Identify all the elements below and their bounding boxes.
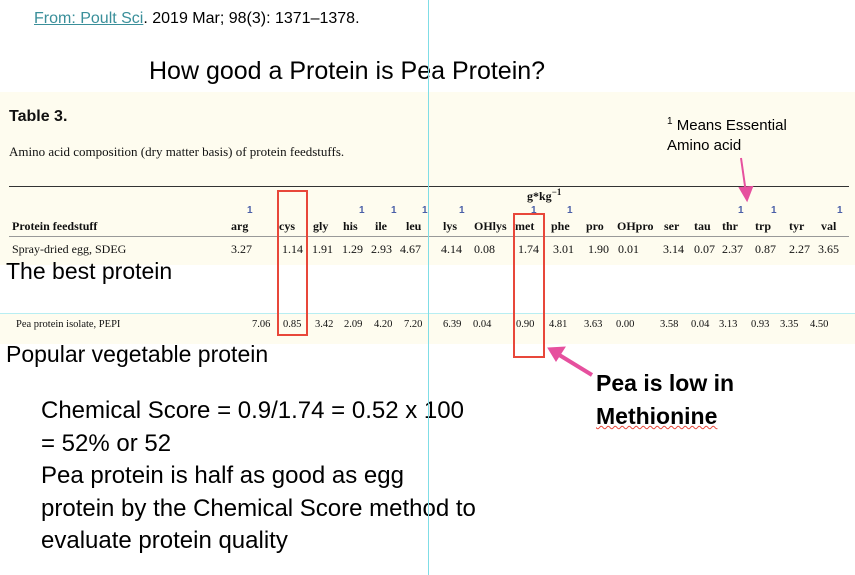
table-cell-his: 1.29 [342,242,363,256]
table-top-rule [9,186,849,187]
table-cell-tyr: 3.35 [780,319,799,330]
arrow-to-met-icon [547,346,594,377]
table-cell-leu: 4.67 [400,242,421,256]
row-header: Protein feedstuff [12,219,98,233]
table-cell-arg: 3.27 [231,242,252,256]
table-cell-val: 3.65 [818,242,839,256]
guide-line [428,0,429,575]
popular-veg-label: Popular vegetable protein [6,341,269,367]
essential-marker[interactable]: 1 [738,205,744,216]
essential-marker[interactable]: 1 [837,205,843,216]
table-cell-ohlys: 0.08 [474,242,495,256]
table-cell-ohpro: 0.00 [616,319,635,330]
cys-highlight-box [277,190,308,336]
table-cell-thr: 2.37 [722,242,743,256]
table-title: Table 3. [9,108,68,125]
table-cell-arg: 7.06 [252,319,271,330]
column-header-trp: trp [755,219,771,233]
arrow-to-thr-icon [738,157,754,203]
table-cell-ile: 4.20 [374,319,393,330]
pea-low-note: Pea is low in Methionine [596,370,735,429]
table-cell-tyr: 2.27 [789,242,810,256]
table-cell-thr: 3.13 [719,319,738,330]
row-name: Spray-dried egg, SDEG [12,242,127,256]
unit-label: g*kg−1 [527,187,562,204]
table-cell-pro: 1.90 [588,242,609,256]
column-header-ohpro: OHpro [617,219,654,233]
table-cell-met: 0.90 [516,319,535,330]
table-cell-ohlys: 0.04 [473,319,492,330]
essential-marker[interactable]: 1 [459,205,465,216]
essential-note: 1 Means Essential Amino acid [667,116,787,154]
table-cell-gly: 1.91 [312,242,333,256]
citation: From: Poult Sci. 2019 Mar; 98(3): 1371–1… [34,10,360,28]
column-header-his: his [343,219,358,233]
table-cell-cys: 0.85 [283,319,302,330]
table-cell-cys: 1.14 [282,242,303,256]
slide-title: How good a Protein is Pea Protein? [149,57,546,85]
column-header-cys: cys [279,219,295,233]
table-cell-lys: 4.14 [441,242,462,256]
table-caption: Amino acid composition (dry matter basis… [9,144,345,159]
column-header-ser: ser [664,219,680,233]
table-cell-ser: 3.14 [663,242,684,256]
column-header-thr: thr [722,219,738,233]
table-cell-trp: 0.87 [755,242,776,256]
table-cell-tau: 0.04 [691,319,710,330]
column-header-val: val [821,219,837,233]
essential-marker[interactable]: 1 [359,205,365,216]
header-rule [9,236,849,237]
essential-marker[interactable]: 1 [771,205,777,216]
table-cell-ser: 3.58 [660,319,679,330]
table-cell-ile: 2.93 [371,242,392,256]
table-cell-his: 2.09 [344,319,363,330]
column-header-ile: ile [375,219,387,233]
column-header-gly: gly [313,219,329,233]
essential-marker[interactable]: 1 [531,205,537,216]
column-header-lys: lys [443,219,458,233]
table-cell-lys: 6.39 [443,319,462,330]
citation-text: . 2019 Mar; 98(3): 1371–1378. [143,10,360,27]
source-link[interactable]: From: Poult Sci [34,10,144,27]
pea-row-background [0,313,855,344]
column-header-met: met [515,219,535,233]
table-cell-phe: 3.01 [553,242,574,256]
essential-marker[interactable]: 1 [391,205,397,216]
column-header-tau: tau [694,219,711,233]
column-header-tyr: tyr [789,219,805,233]
essential-marker[interactable]: 1 [422,205,428,216]
met-highlight-box [513,213,545,358]
table-cell-tau: 0.07 [694,242,715,256]
table-cell-ohpro: 0.01 [618,242,639,256]
column-header-leu: leu [406,219,422,233]
column-header-arg: arg [231,219,249,233]
table-cell-leu: 7.20 [404,319,423,330]
column-header-phe: phe [551,219,570,233]
row-name: Pea protein isolate, PEPI [16,319,121,330]
column-header-ohlys: OHlys [474,219,507,233]
table-cell-trp: 0.93 [751,319,770,330]
chemical-score-text: Chemical Score = 0.9/1.74 = 0.52 x 100 =… [41,397,476,554]
essential-marker[interactable]: 1 [247,205,253,216]
column-header-pro: pro [586,219,604,233]
table-cell-pro: 3.63 [584,319,603,330]
essential-marker[interactable]: 1 [567,205,573,216]
table-cell-met: 1.74 [518,242,539,256]
best-protein-label: The best protein [6,258,173,284]
table-cell-val: 4.50 [810,319,829,330]
table-cell-gly: 3.42 [315,319,334,330]
table-cell-phe: 4.81 [549,319,568,330]
